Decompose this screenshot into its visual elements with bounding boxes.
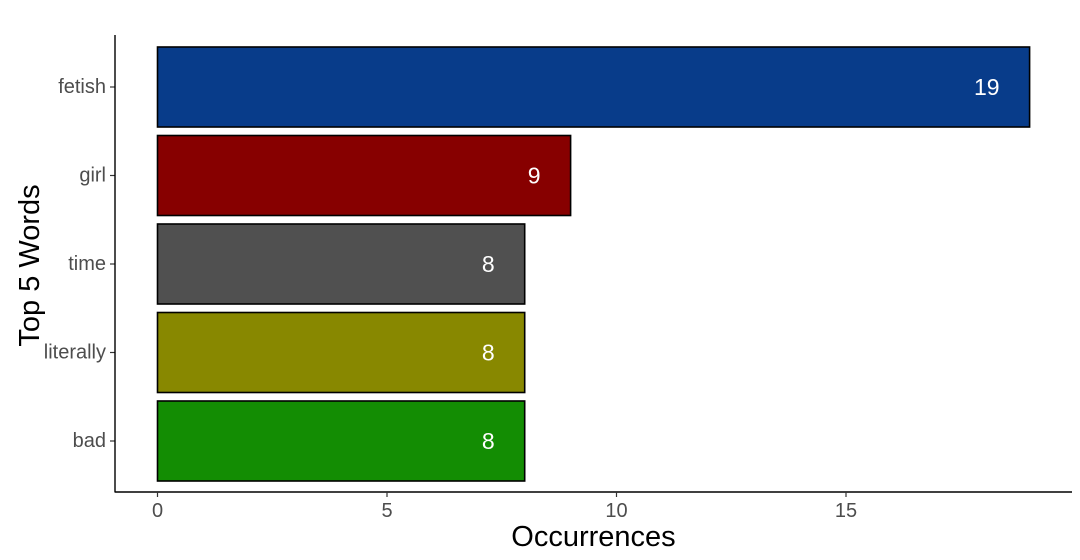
y-tick-label-time: time <box>68 253 106 275</box>
data-label-literally: 8 <box>482 340 495 366</box>
bar-fetish <box>156 46 1031 128</box>
y-axis-title: Top 5 Words <box>14 184 46 346</box>
bar-girl <box>156 134 572 217</box>
x-axis-title: Occurrences <box>511 521 675 553</box>
data-label-girl: 9 <box>528 163 541 189</box>
x-tick-label-0: 0 <box>152 500 163 522</box>
bar-literally <box>156 311 526 394</box>
x-tick-label-15: 15 <box>835 500 857 522</box>
y-tick-label-fetish: fetish <box>58 76 106 98</box>
y-tick-label-girl: girl <box>79 165 106 187</box>
x-tick-label-10: 10 <box>605 500 627 522</box>
bar-time <box>156 223 526 305</box>
y-tick-label-bad: bad <box>73 430 106 452</box>
axes-layer: fetish girl time literally bad 0 5 10 15 <box>44 35 1072 522</box>
y-tick-label-literally: literally <box>44 342 106 364</box>
data-label-bad: 8 <box>482 428 495 454</box>
bar-bad <box>156 400 526 482</box>
bars-layer: 19 9 8 8 8 <box>156 46 1031 482</box>
data-label-fetish: 19 <box>974 74 1000 100</box>
x-tick-label-5: 5 <box>381 500 392 522</box>
data-label-time: 8 <box>482 251 495 277</box>
